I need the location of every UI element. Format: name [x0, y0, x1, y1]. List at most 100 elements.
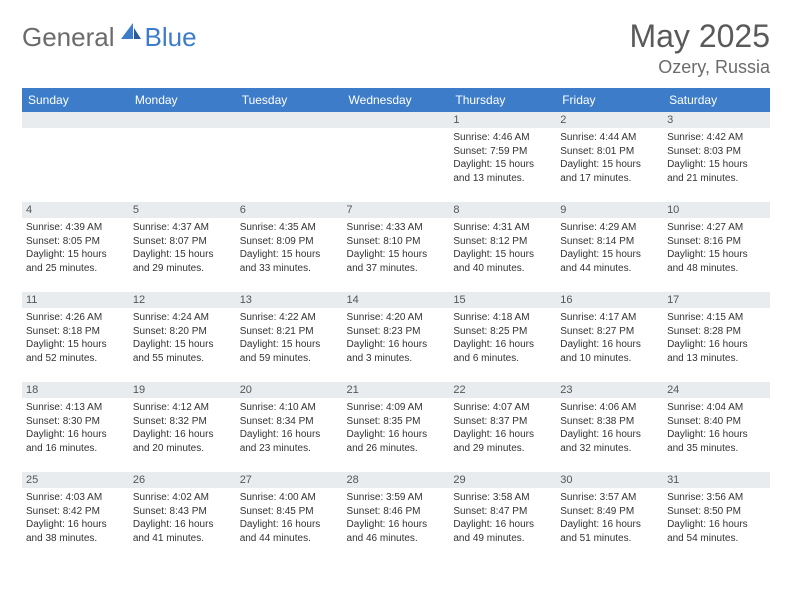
sun-info: Sunrise: 4:27 AMSunset: 8:16 PMDaylight:… — [667, 221, 766, 275]
day-header: Friday — [556, 88, 663, 112]
date-number: 2 — [556, 112, 663, 128]
daylight-line: Daylight: 15 hours and 37 minutes. — [347, 248, 446, 275]
date-number-empty — [343, 112, 450, 128]
daylight-line: Daylight: 16 hours and 51 minutes. — [560, 518, 659, 545]
sunset-line: Sunset: 8:16 PM — [667, 235, 766, 249]
date-number: 18 — [22, 382, 129, 398]
sunset-line: Sunset: 8:07 PM — [133, 235, 232, 249]
sunset-line: Sunset: 8:49 PM — [560, 505, 659, 519]
sun-info: Sunrise: 4:04 AMSunset: 8:40 PMDaylight:… — [667, 401, 766, 455]
date-number: 30 — [556, 472, 663, 488]
sun-info: Sunrise: 3:58 AMSunset: 8:47 PMDaylight:… — [453, 491, 552, 545]
calendar-table: SundayMondayTuesdayWednesdayThursdayFrid… — [22, 88, 770, 562]
sun-info: Sunrise: 4:13 AMSunset: 8:30 PMDaylight:… — [26, 401, 125, 455]
sun-info: Sunrise: 4:26 AMSunset: 8:18 PMDaylight:… — [26, 311, 125, 365]
sun-info: Sunrise: 4:10 AMSunset: 8:34 PMDaylight:… — [240, 401, 339, 455]
daylight-line: Daylight: 15 hours and 17 minutes. — [560, 158, 659, 185]
sunrise-line: Sunrise: 4:18 AM — [453, 311, 552, 325]
sun-info: Sunrise: 4:02 AMSunset: 8:43 PMDaylight:… — [133, 491, 232, 545]
sunrise-line: Sunrise: 3:58 AM — [453, 491, 552, 505]
calendar-cell: 16Sunrise: 4:17 AMSunset: 8:27 PMDayligh… — [556, 292, 663, 382]
calendar-cell: 25Sunrise: 4:03 AMSunset: 8:42 PMDayligh… — [22, 472, 129, 562]
daylight-line: Daylight: 16 hours and 49 minutes. — [453, 518, 552, 545]
calendar-week-row: 4Sunrise: 4:39 AMSunset: 8:05 PMDaylight… — [22, 202, 770, 292]
sun-info: Sunrise: 4:20 AMSunset: 8:23 PMDaylight:… — [347, 311, 446, 365]
sun-info: Sunrise: 4:09 AMSunset: 8:35 PMDaylight:… — [347, 401, 446, 455]
sunset-line: Sunset: 8:12 PM — [453, 235, 552, 249]
sunset-line: Sunset: 7:59 PM — [453, 145, 552, 159]
date-number: 31 — [663, 472, 770, 488]
sunset-line: Sunset: 8:03 PM — [667, 145, 766, 159]
daylight-line: Daylight: 15 hours and 25 minutes. — [26, 248, 125, 275]
calendar-cell: 3Sunrise: 4:42 AMSunset: 8:03 PMDaylight… — [663, 112, 770, 202]
calendar-cell: 1Sunrise: 4:46 AMSunset: 7:59 PMDaylight… — [449, 112, 556, 202]
date-number-empty — [22, 112, 129, 128]
daylight-line: Daylight: 15 hours and 52 minutes. — [26, 338, 125, 365]
sun-info: Sunrise: 4:37 AMSunset: 8:07 PMDaylight:… — [133, 221, 232, 275]
date-number: 11 — [22, 292, 129, 308]
logo-text-blue: Blue — [145, 22, 197, 53]
daylight-line: Daylight: 15 hours and 29 minutes. — [133, 248, 232, 275]
sunset-line: Sunset: 8:50 PM — [667, 505, 766, 519]
daylight-line: Daylight: 16 hours and 35 minutes. — [667, 428, 766, 455]
sunset-line: Sunset: 8:25 PM — [453, 325, 552, 339]
calendar-week-row: 1Sunrise: 4:46 AMSunset: 7:59 PMDaylight… — [22, 112, 770, 202]
daylight-line: Daylight: 15 hours and 13 minutes. — [453, 158, 552, 185]
date-number: 9 — [556, 202, 663, 218]
month-title: May 2025 — [629, 18, 770, 55]
date-number: 24 — [663, 382, 770, 398]
sun-info: Sunrise: 4:17 AMSunset: 8:27 PMDaylight:… — [560, 311, 659, 365]
calendar-cell: 18 Sunrise: 4:13 AMSunset: 8:30 PMDayligh… — [22, 382, 129, 472]
sun-info: Sunrise: 4:03 AMSunset: 8:42 PMDaylight:… — [26, 491, 125, 545]
date-number: 17 — [663, 292, 770, 308]
sun-info: Sunrise: 4:00 AMSunset: 8:45 PMDaylight:… — [240, 491, 339, 545]
date-number: 19 — [129, 382, 236, 398]
date-number: 3 — [663, 112, 770, 128]
day-header: Sunday — [22, 88, 129, 112]
daylight-line: Daylight: 16 hours and 13 minutes. — [667, 338, 766, 365]
daylight-line: Daylight: 16 hours and 46 minutes. — [347, 518, 446, 545]
sun-info: Sunrise: 4:35 AMSunset: 8:09 PMDaylight:… — [240, 221, 339, 275]
calendar-cell: 31Sunrise: 3:56 AMSunset: 8:50 PMDayligh… — [663, 472, 770, 562]
sunrise-line: Sunrise: 4:33 AM — [347, 221, 446, 235]
sunrise-line: Sunrise: 3:59 AM — [347, 491, 446, 505]
daylight-line: Daylight: 16 hours and 6 minutes. — [453, 338, 552, 365]
date-number: 5 — [129, 202, 236, 218]
sunset-line: Sunset: 8:35 PM — [347, 415, 446, 429]
date-number: 4 — [22, 202, 129, 218]
date-number-empty — [236, 112, 343, 128]
sunrise-line: Sunrise: 4:17 AM — [560, 311, 659, 325]
sunset-line: Sunset: 8:20 PM — [133, 325, 232, 339]
daylight-line: Daylight: 16 hours and 20 minutes. — [133, 428, 232, 455]
sun-info: Sunrise: 4:06 AMSunset: 8:38 PMDaylight:… — [560, 401, 659, 455]
calendar-cell: 13Sunrise: 4:22 AMSunset: 8:21 PMDayligh… — [236, 292, 343, 382]
sun-info: Sunrise: 4:44 AMSunset: 8:01 PMDaylight:… — [560, 131, 659, 185]
sunrise-line: Sunrise: 4:13 AM — [26, 401, 125, 415]
sunset-line: Sunset: 8:47 PM — [453, 505, 552, 519]
calendar-cell: 17Sunrise: 4:15 AMSunset: 8:28 PMDayligh… — [663, 292, 770, 382]
calendar-cell: 24 Sunrise: 4:04 AMSunset: 8:40 PMDayligh… — [663, 382, 770, 472]
sunset-line: Sunset: 8:14 PM — [560, 235, 659, 249]
sunrise-line: Sunrise: 4:24 AM — [133, 311, 232, 325]
sunset-line: Sunset: 8:30 PM — [26, 415, 125, 429]
sunset-line: Sunset: 8:27 PM — [560, 325, 659, 339]
calendar-cell: 28Sunrise: 3:59 AMSunset: 8:46 PMDayligh… — [343, 472, 450, 562]
day-header: Monday — [129, 88, 236, 112]
brand-logo: General Blue — [22, 22, 197, 53]
sunrise-line: Sunrise: 4:26 AM — [26, 311, 125, 325]
daylight-line: Daylight: 15 hours and 55 minutes. — [133, 338, 232, 365]
sunrise-line: Sunrise: 4:29 AM — [560, 221, 659, 235]
sunset-line: Sunset: 8:28 PM — [667, 325, 766, 339]
calendar-cell: 15Sunrise: 4:18 AMSunset: 8:25 PMDayligh… — [449, 292, 556, 382]
daylight-line: Daylight: 15 hours and 44 minutes. — [560, 248, 659, 275]
daylight-line: Daylight: 16 hours and 23 minutes. — [240, 428, 339, 455]
day-header: Tuesday — [236, 88, 343, 112]
daylight-line: Daylight: 16 hours and 3 minutes. — [347, 338, 446, 365]
daylight-line: Daylight: 16 hours and 44 minutes. — [240, 518, 339, 545]
daylight-line: Daylight: 15 hours and 40 minutes. — [453, 248, 552, 275]
daylight-line: Daylight: 16 hours and 29 minutes. — [453, 428, 552, 455]
sunrise-line: Sunrise: 4:10 AM — [240, 401, 339, 415]
daylight-line: Daylight: 15 hours and 33 minutes. — [240, 248, 339, 275]
calendar-cell: 6Sunrise: 4:35 AMSunset: 8:09 PMDaylight… — [236, 202, 343, 292]
day-of-week-row: SundayMondayTuesdayWednesdayThursdayFrid… — [22, 88, 770, 112]
